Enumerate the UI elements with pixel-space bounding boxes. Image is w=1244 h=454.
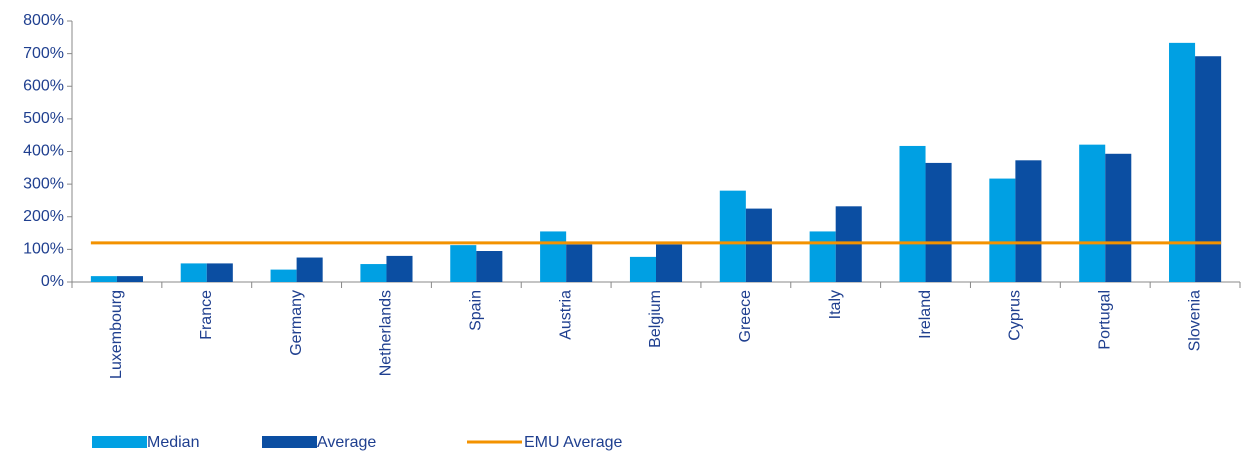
x-tick-label: Slovenia xyxy=(1186,290,1203,351)
legend-swatch xyxy=(92,436,147,448)
bar xyxy=(1169,42,1196,282)
bar xyxy=(296,257,323,282)
bar xyxy=(90,276,117,282)
y-tick-label: 500% xyxy=(23,110,64,127)
y-tick-label: 400% xyxy=(23,143,64,160)
x-tick-label: France xyxy=(198,290,215,340)
bar xyxy=(450,245,477,282)
x-tick-label: Belgium xyxy=(647,290,664,348)
x-tick-label: Spain xyxy=(468,290,485,331)
y-tick-label: 800% xyxy=(23,12,64,29)
bar xyxy=(270,269,297,282)
y-tick-label: 700% xyxy=(23,45,64,62)
y-tick-label: 0% xyxy=(41,273,64,290)
y-tick-label: 600% xyxy=(23,77,64,94)
x-tick-label: Austria xyxy=(557,290,574,340)
x-tick-label: Greece xyxy=(737,290,754,343)
y-tick-label: 300% xyxy=(23,175,64,192)
bar xyxy=(116,276,143,282)
bar xyxy=(540,231,567,282)
x-tick-label: Germany xyxy=(288,290,305,356)
bar xyxy=(566,244,593,282)
bar xyxy=(925,162,952,282)
x-tick-label: Italy xyxy=(827,290,844,319)
legend-label: Median xyxy=(147,434,199,451)
bar xyxy=(476,251,503,282)
bar xyxy=(1015,160,1042,282)
x-tick-label: Netherlands xyxy=(378,290,395,376)
bar xyxy=(745,208,772,282)
bar xyxy=(1105,153,1132,282)
x-tick-label: Cyprus xyxy=(1007,290,1024,341)
bar xyxy=(180,263,207,282)
bar xyxy=(989,178,1016,282)
bar xyxy=(1195,56,1222,282)
x-tick-label: Luxembourg xyxy=(108,290,125,379)
y-tick-label: 200% xyxy=(23,208,64,225)
bar xyxy=(656,244,683,282)
bar xyxy=(719,190,746,282)
x-tick-label: Portugal xyxy=(1096,290,1113,350)
legend-label: Average xyxy=(317,434,376,451)
legend-label: EMU Average xyxy=(524,434,623,451)
bar xyxy=(809,231,836,282)
legend-swatch xyxy=(262,436,317,448)
bar xyxy=(1079,144,1106,282)
bar xyxy=(629,256,656,282)
bar xyxy=(899,145,926,282)
bar xyxy=(206,263,233,282)
y-tick-label: 100% xyxy=(23,241,64,258)
bar xyxy=(360,264,387,282)
x-tick-label: Ireland xyxy=(917,290,934,339)
bar xyxy=(386,255,413,282)
